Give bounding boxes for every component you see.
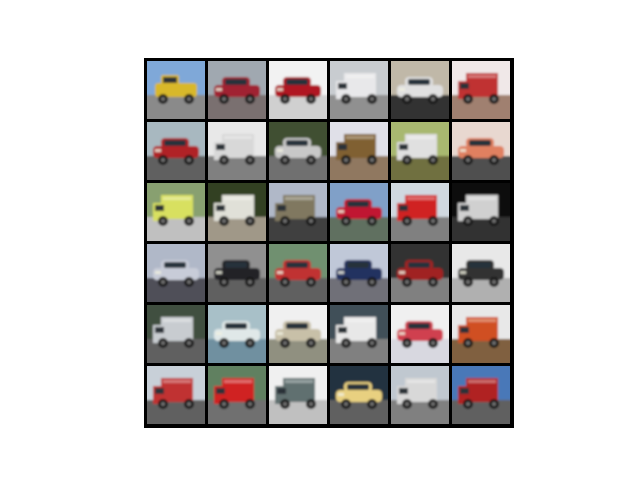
thumbnail-car-3 (269, 61, 327, 119)
thumbnail-car-26 (208, 305, 266, 363)
thumbnail-truck-32 (208, 366, 266, 424)
thumbnail-car-2 (208, 61, 266, 119)
thumbnail-truck-17 (391, 183, 449, 241)
thumbnail-car-27 (269, 305, 327, 363)
image-sample-grid (144, 58, 514, 428)
thumbnail-truck-4 (330, 61, 388, 119)
thumbnail-truck-35 (391, 366, 449, 424)
thumbnail-truck-28 (330, 305, 388, 363)
thumbnail-car-9 (269, 122, 327, 180)
thumbnail-car-24 (452, 244, 510, 302)
thumbnail-truck-6 (452, 61, 510, 119)
thumbnail-truck-13 (147, 183, 205, 241)
thumbnail-car-7 (147, 122, 205, 180)
thumbnail-truck-36 (452, 366, 510, 424)
thumbnail-car-5 (391, 61, 449, 119)
thumbnail-truck-30 (452, 305, 510, 363)
thumbnail-truck-15 (269, 183, 327, 241)
thumbnail-car-22 (330, 244, 388, 302)
thumbnail-car-12 (452, 122, 510, 180)
thumbnail-car-20 (208, 244, 266, 302)
thumbnail-truck-31 (147, 366, 205, 424)
thumbnail-truck-33 (269, 366, 327, 424)
thumbnail-car-23 (391, 244, 449, 302)
thumbnail-truck-14 (208, 183, 266, 241)
thumbnail-pickup-truck-1 (147, 61, 205, 119)
thumbnail-car-16 (330, 183, 388, 241)
thumbnail-truck-10 (330, 122, 388, 180)
thumbnail-car-34 (330, 366, 388, 424)
thumbnail-truck-25 (147, 305, 205, 363)
thumbnail-car-29 (391, 305, 449, 363)
thumbnail-truck-8 (208, 122, 266, 180)
thumbnail-car-21 (269, 244, 327, 302)
thumbnail-truck-11 (391, 122, 449, 180)
thumbnail-truck-18 (452, 183, 510, 241)
thumbnail-car-19 (147, 244, 205, 302)
